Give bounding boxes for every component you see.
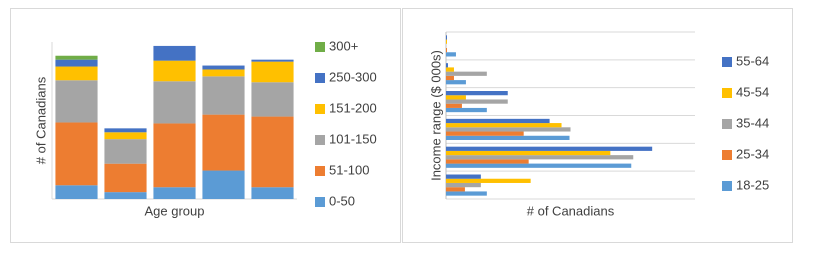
bar — [446, 155, 634, 160]
bar — [446, 191, 487, 196]
bar-segment — [251, 61, 294, 83]
bar — [446, 127, 571, 132]
y-axis-title: Income range ($ 000s) — [428, 50, 443, 181]
bar-segment — [55, 55, 98, 60]
legend-swatch — [722, 57, 732, 67]
legend-swatch — [315, 197, 325, 207]
bar-segment — [153, 45, 196, 61]
legend-swatch — [315, 166, 325, 176]
bar — [446, 103, 462, 108]
legend-swatch — [722, 181, 732, 191]
bar-segment — [153, 81, 196, 124]
bar-segment — [202, 65, 245, 70]
bar-segment — [104, 192, 147, 199]
bar-segment — [55, 66, 98, 81]
bar — [446, 63, 448, 68]
legend-label: 300+ — [329, 38, 358, 53]
legend-swatch — [722, 88, 732, 98]
x-axis-title: # of Canadians — [527, 203, 615, 218]
bar — [446, 182, 481, 188]
legend-label: 35-44 — [736, 115, 769, 130]
legend-label: 51-100 — [329, 162, 369, 177]
bar — [446, 118, 550, 124]
bar — [446, 150, 611, 156]
bar-segment — [153, 123, 196, 188]
bar-segment — [251, 59, 294, 62]
bar-segment — [202, 76, 245, 115]
bar-segment — [251, 82, 294, 117]
bar-segment — [251, 187, 294, 199]
bar — [446, 95, 466, 100]
bar-segment — [55, 80, 98, 123]
legend-swatch — [315, 42, 325, 52]
bar — [446, 178, 531, 183]
legend-swatch — [315, 73, 325, 83]
legend-swatch — [315, 135, 325, 145]
legend-label: 45-54 — [736, 84, 769, 99]
legend-label: 55-64 — [736, 53, 769, 68]
bar-segment — [202, 114, 245, 171]
bar — [446, 52, 456, 57]
bar — [446, 91, 508, 96]
x-axis-title: Age group — [145, 203, 205, 218]
bar-segment — [55, 59, 98, 67]
bar — [446, 99, 508, 104]
bar-segment — [104, 139, 147, 164]
legend-swatch — [315, 104, 325, 114]
legend-swatch — [722, 150, 732, 160]
legend-label: 18-25 — [736, 177, 769, 192]
bar — [446, 123, 562, 128]
bar — [446, 80, 466, 85]
bar-segment — [55, 122, 98, 186]
legend-label: 101-150 — [329, 131, 377, 146]
legend-label: 151-200 — [329, 100, 377, 115]
bar-segment — [153, 60, 196, 82]
bar — [446, 163, 632, 168]
bar-segment — [251, 116, 294, 188]
y-axis-title: # of Canadians — [33, 76, 48, 164]
legend-label: 250-300 — [329, 69, 377, 84]
bar — [446, 48, 447, 53]
bar-segment — [202, 170, 245, 199]
bar-segment — [202, 69, 245, 77]
bar-segment — [104, 128, 147, 133]
legend-label: 0-50 — [329, 193, 355, 208]
bar — [446, 187, 465, 192]
bar — [446, 75, 454, 81]
bar — [446, 174, 481, 179]
legend-swatch — [722, 119, 732, 129]
bar-segment — [153, 187, 196, 199]
bar — [446, 107, 487, 113]
bar — [446, 67, 454, 72]
bar-segment — [104, 163, 147, 193]
bar-segment — [55, 185, 98, 199]
bar — [446, 135, 570, 140]
bar — [446, 131, 524, 136]
bar-segment — [104, 132, 147, 140]
bar — [446, 71, 487, 76]
bar — [446, 146, 653, 151]
bar — [446, 39, 447, 44]
bar — [446, 159, 529, 164]
bar — [446, 35, 447, 40]
legend-label: 25-34 — [736, 146, 769, 161]
